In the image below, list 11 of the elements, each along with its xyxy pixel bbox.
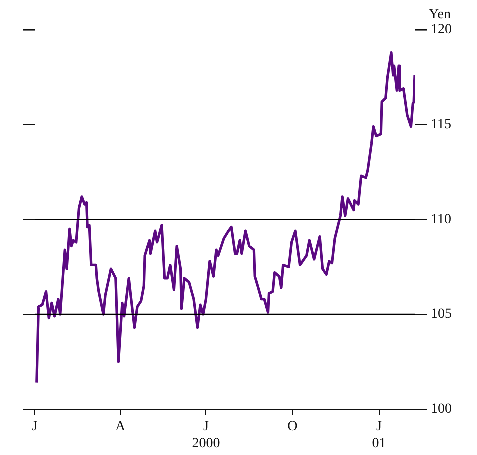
x-tick-label: A <box>116 419 127 434</box>
x-tick-label: J 01 <box>372 419 386 452</box>
x-tick-label: O <box>288 419 298 434</box>
x-tick-label: J <box>32 419 38 434</box>
y-tick-label: 105 <box>431 307 452 322</box>
y-tick-label: 120 <box>431 22 452 38</box>
y-axis-title: Yen <box>429 8 451 23</box>
x-tick-label: J 2000 <box>192 419 220 452</box>
y-tick-label: 115 <box>431 118 452 133</box>
y-tick-label: 100 <box>431 402 452 418</box>
y-tick-label: 110 <box>431 212 452 228</box>
